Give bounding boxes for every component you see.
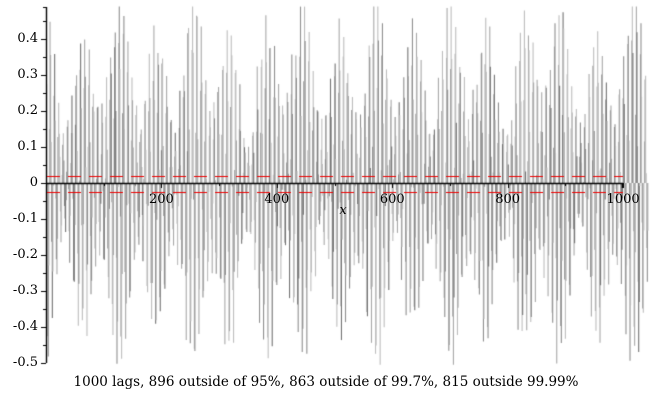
y-tick-label: 0.1 bbox=[17, 139, 38, 154]
y-tick-label: 0.2 bbox=[17, 103, 38, 118]
y-tick-label: -0.1 bbox=[12, 211, 38, 226]
caption: 1000 lags, 896 outside of 95%, 863 outsi… bbox=[73, 374, 579, 390]
x-tick-label: 800 bbox=[495, 192, 521, 207]
y-tick-label: 0 bbox=[29, 175, 38, 190]
y-tick-label: -0.2 bbox=[12, 247, 38, 262]
y-tick-label: 0.3 bbox=[17, 67, 38, 82]
x-axis-title: x bbox=[339, 203, 347, 218]
x-tick-label: 1000 bbox=[606, 192, 640, 207]
y-tick-label: -0.5 bbox=[12, 355, 38, 370]
x-tick-label: 400 bbox=[264, 192, 290, 207]
y-tick-label: -0.4 bbox=[12, 319, 38, 334]
y-tick-label: 0.4 bbox=[17, 31, 38, 46]
x-tick-label: 200 bbox=[148, 192, 174, 207]
y-tick-label: -0.3 bbox=[12, 283, 38, 298]
x-tick-label: 600 bbox=[379, 192, 405, 207]
